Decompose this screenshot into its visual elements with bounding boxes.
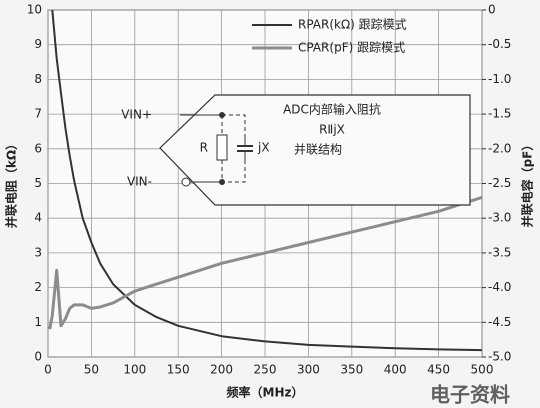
- y2-tick-label: 0: [488, 3, 496, 17]
- annotation: VIN+: [121, 108, 152, 122]
- y-tick-label: 3: [34, 245, 42, 259]
- x-tick-label: 0: [44, 363, 52, 377]
- resistor: [216, 134, 228, 161]
- y2-tick-label: -5.0: [488, 350, 511, 364]
- inset-box: [159, 94, 471, 206]
- y2-tick-label: -3.5: [488, 245, 511, 259]
- annotation: RⅡjX: [319, 123, 345, 137]
- x-tick-label: 100: [123, 363, 146, 377]
- y-tick-label: 7: [34, 107, 42, 121]
- x-tick-label: 500: [471, 363, 494, 377]
- x-tick-label: 350: [340, 363, 363, 377]
- x-tick-label: 450: [427, 363, 450, 377]
- x-tick-label: 400: [384, 363, 407, 377]
- legend-label: RPAR(kΩ) 跟踪模式: [298, 18, 407, 32]
- y2-tick-label: -2.0: [488, 141, 511, 155]
- annotation: ADC内部输入阻抗: [283, 102, 381, 117]
- y-tick-label: 4: [34, 211, 42, 225]
- y2-tick-label: -3.0: [488, 211, 511, 225]
- x-axis-title: 频率（MHz）: [227, 385, 304, 400]
- annotation: R: [200, 141, 208, 155]
- legend-label: CPAR(pF) 跟踪模式: [298, 41, 405, 55]
- wire: [221, 114, 246, 183]
- annotation: 并联结构: [294, 142, 342, 157]
- y-tick-label: 0: [34, 350, 42, 364]
- x-tick-label: 50: [84, 363, 99, 377]
- y-tick-label: 5: [34, 176, 42, 190]
- y-tick-label: 6: [34, 141, 42, 155]
- x-tick-label: 200: [210, 363, 233, 377]
- y2-tick-label: -4.5: [488, 315, 511, 329]
- inset-diagram: VIN+ VIN- R jX ADC内部输入阻抗 RⅡjX 并联结构: [121, 94, 471, 206]
- y2-axis-title: 并联电容（pF）: [520, 139, 535, 228]
- y2-tick-label: -1.0: [488, 72, 511, 86]
- y-tick-label: 10: [27, 3, 42, 17]
- y2-tick-label: -4.0: [488, 280, 511, 294]
- series-line: [48, 195, 482, 330]
- x-tick-label: 250: [254, 363, 277, 377]
- y-tick-label: 8: [34, 72, 42, 86]
- y-tick-label: 2: [34, 280, 42, 294]
- watermark: 电子资料: [430, 383, 510, 407]
- y2-tick-label: -2.5: [488, 176, 511, 190]
- y-tick-label: 1: [34, 315, 42, 329]
- annotation: VIN-: [127, 175, 152, 189]
- x-tick-label: 150: [167, 363, 190, 377]
- y2-tick-label: -0.5: [488, 37, 511, 51]
- y-axis-title: 并联电阻（kΩ）: [4, 138, 19, 228]
- y-tick-label: 9: [34, 37, 42, 51]
- annotation: jX: [257, 141, 270, 155]
- series-line: [51, 10, 482, 352]
- y2-tick-label: -1.5: [488, 107, 511, 121]
- terminal: [181, 177, 191, 187]
- x-tick-label: 300: [297, 363, 320, 377]
